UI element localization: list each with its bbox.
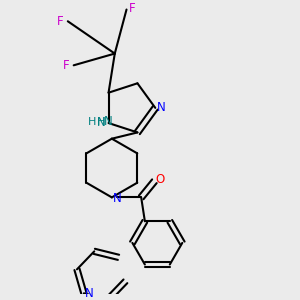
Text: H: H (97, 117, 105, 127)
Text: O: O (155, 173, 164, 186)
Text: H: H (88, 118, 97, 128)
Text: N: N (97, 116, 106, 129)
Text: N: N (158, 101, 166, 114)
Text: F: F (57, 15, 64, 28)
Text: N: N (85, 287, 94, 300)
Text: N: N (113, 192, 122, 206)
Text: F: F (63, 59, 70, 72)
Text: F: F (128, 2, 135, 15)
Text: N: N (104, 115, 113, 128)
